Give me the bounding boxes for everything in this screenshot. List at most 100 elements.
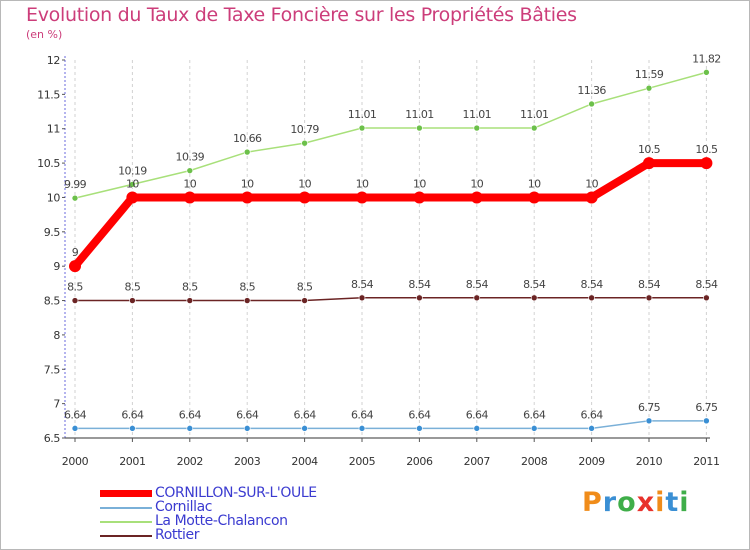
series-line-la-motte-chalancon: [74, 71, 707, 199]
x-tick-label: 2008: [521, 455, 548, 468]
y-tick-label: 7.5: [44, 363, 61, 376]
data-point-cornillac: [645, 417, 653, 425]
x-tick-label: 2002: [177, 455, 203, 468]
x-tick-label: 2004: [291, 455, 318, 468]
data-point-la-motte-chalancon: [588, 100, 595, 108]
data-label-la-motte-chalancon: 9.99: [64, 178, 87, 191]
data-point-cornillac: [703, 417, 710, 425]
data-point-cornillac: [129, 425, 136, 432]
series-line-cornillon-sur-l-oule: [71, 159, 711, 271]
data-label-cornillon-sur-l-oule: 10: [470, 177, 483, 190]
x-tick-label: 2011: [693, 455, 719, 468]
y-tick-label: 12: [47, 54, 60, 67]
x-tick-label: 2001: [119, 455, 145, 468]
x-tick-label: 2009: [578, 455, 605, 468]
data-label-cornillac: 6.64: [64, 408, 87, 421]
data-point-la-motte-chalancon: [129, 181, 136, 188]
data-point-rottier: [186, 297, 194, 304]
series-line-rottier: [75, 297, 707, 302]
x-tick-label: 2007: [464, 455, 491, 468]
data-point-cornillon-sur-l-oule: [585, 191, 598, 204]
data-label-la-motte-chalancon: 11.01: [405, 108, 434, 121]
data-point-rottier: [71, 297, 79, 304]
y-tick-label: 9.5: [44, 226, 61, 239]
y-tick-label: 8: [53, 329, 60, 342]
data-label-cornillac: 6.64: [581, 408, 604, 421]
legend-label: Rottier: [155, 527, 200, 543]
data-label-cornillon-sur-l-oule: 10: [356, 177, 369, 190]
data-point-la-motte-chalancon: [416, 124, 423, 132]
data-label-rottier: 8.54: [581, 278, 604, 291]
y-tick-label: 11: [47, 123, 60, 136]
data-label-cornillon-sur-l-oule: 10: [585, 177, 598, 190]
logo-letter: P: [582, 487, 603, 518]
data-label-cornillac: 6.64: [294, 408, 317, 421]
x-tick-label: 2005: [349, 455, 376, 468]
data-label-rottier: 8.54: [408, 278, 431, 291]
series-line-cornillac: [75, 420, 707, 430]
x-tick-label: 2000: [62, 455, 89, 468]
data-label-cornillon-sur-l-oule: 10: [241, 177, 254, 190]
data-point-rottier: [129, 297, 136, 304]
legend-label: CORNILLON-SUR-L'OULE: [155, 485, 317, 501]
data-point-rottier: [473, 294, 481, 302]
data-label-rottier: 8.54: [466, 278, 489, 291]
data-label-cornillac: 6.64: [121, 408, 144, 421]
data-point-la-motte-chalancon: [301, 139, 308, 147]
data-point-cornillac: [416, 425, 423, 432]
data-point-cornillon-sur-l-oule: [413, 191, 426, 204]
data-label-rottier: 8.5: [182, 281, 198, 294]
data-label-cornillac: 6.64: [179, 408, 202, 421]
logo-letter: i: [679, 487, 690, 518]
data-point-cornillac: [186, 425, 194, 432]
data-point-cornillon-sur-l-oule: [356, 191, 368, 204]
data-label-cornillac: 6.75: [695, 401, 718, 414]
data-label-cornillac: 6.64: [523, 408, 546, 421]
data-label-cornillon-sur-l-oule: 10: [183, 177, 196, 190]
legend-label: La Motte-Chalancon: [155, 513, 288, 529]
y-axis-unit: (en %): [26, 28, 63, 41]
data-point-cornillon-sur-l-oule: [528, 191, 541, 204]
data-point-cornillon-sur-l-oule: [700, 157, 713, 170]
data-point-rottier: [416, 294, 423, 302]
data-label-cornillac: 6.64: [236, 408, 259, 421]
data-label-cornillon-sur-l-oule: 10: [298, 177, 311, 190]
data-point-la-motte-chalancon: [645, 84, 653, 92]
data-label-cornillon-sur-l-oule: 10.5: [695, 143, 718, 156]
data-label-cornillac: 6.64: [466, 408, 489, 421]
data-label-la-motte-chalancon: 11.59: [635, 68, 664, 81]
data-point-cornillac: [473, 425, 481, 432]
y-tick-label: 11.5: [37, 88, 60, 101]
x-tick-label: 2003: [234, 455, 261, 468]
data-label-la-motte-chalancon: 10.79: [290, 123, 319, 136]
data-point-cornillon-sur-l-oule: [643, 157, 655, 170]
data-point-cornillac: [588, 425, 595, 432]
y-tick-label: 9: [53, 260, 60, 273]
data-point-la-motte-chalancon: [71, 194, 79, 202]
data-label-rottier: 8.5: [239, 281, 255, 294]
data-point-cornillac: [358, 425, 366, 432]
data-label-rottier: 8.54: [638, 278, 661, 291]
data-label-cornillon-sur-l-oule: 9: [72, 246, 79, 259]
data-label-rottier: 8.5: [125, 281, 141, 294]
legend-swatch: [100, 490, 152, 497]
proxiti-logo: Proxiti: [582, 487, 690, 518]
data-point-la-motte-chalancon: [358, 124, 366, 132]
legend-swatch: [100, 521, 152, 523]
data-label-la-motte-chalancon: 10.39: [176, 151, 205, 164]
data-point-cornillon-sur-l-oule: [183, 191, 196, 204]
data-label-la-motte-chalancon: 11.01: [520, 108, 549, 121]
data-label-cornillac: 6.64: [408, 408, 431, 421]
data-label-cornillon-sur-l-oule: 10: [413, 177, 426, 190]
data-label-rottier: 8.5: [297, 281, 313, 294]
data-point-rottier: [358, 294, 366, 302]
legend-label: Cornillac: [155, 499, 213, 515]
data-label-la-motte-chalancon: 11.36: [577, 84, 606, 97]
y-tick-label: 6.5: [44, 432, 61, 445]
data-label-cornillon-sur-l-oule: 10.5: [638, 143, 661, 156]
data-point-cornillac: [301, 425, 308, 432]
data-point-cornillac: [71, 425, 79, 432]
logo-letter: x: [636, 487, 656, 518]
data-label-la-motte-chalancon: 10.66: [233, 132, 262, 145]
